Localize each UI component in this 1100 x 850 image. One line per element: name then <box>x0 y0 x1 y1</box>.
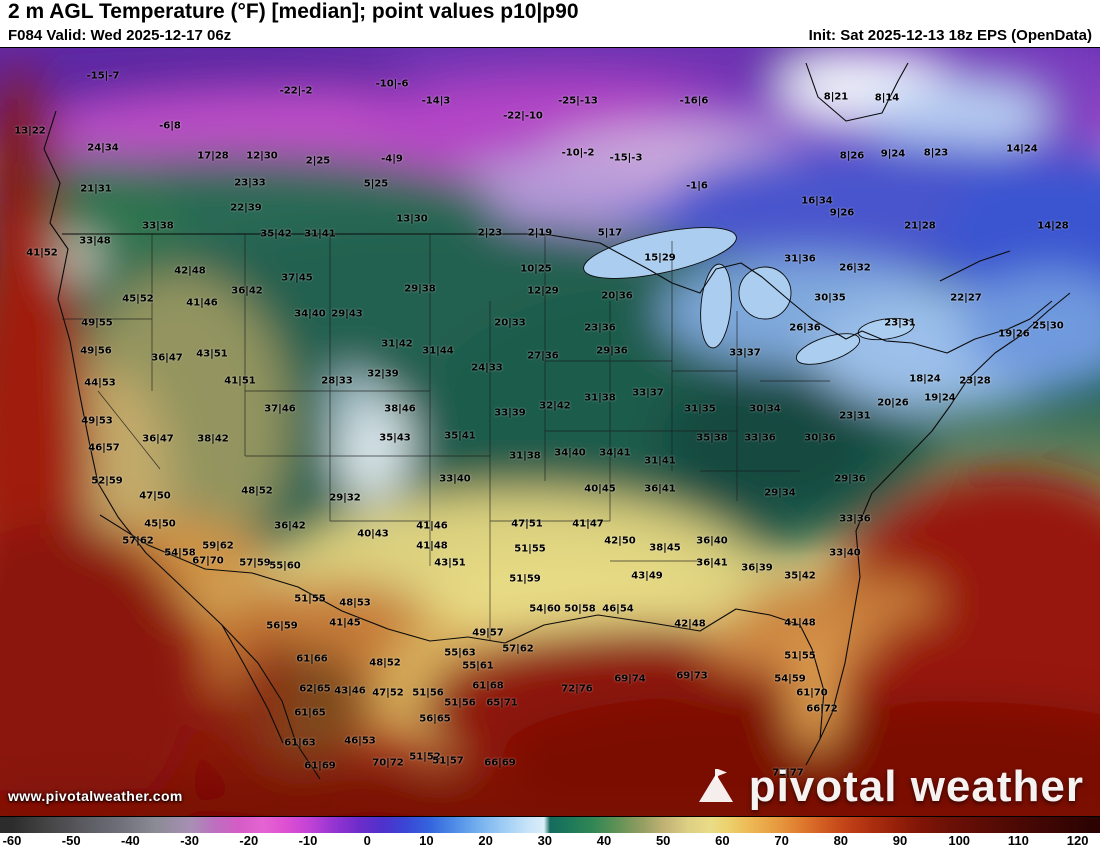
colorbar-tick-label: -10 <box>298 833 318 848</box>
colorbar-tick-label: 10 <box>419 833 434 848</box>
colorbar-tick-label: 20 <box>478 833 493 848</box>
colorbar-tick-label: -50 <box>61 833 81 848</box>
colorbar-tick-label: 110 <box>1007 833 1029 848</box>
temperature-field-image <box>0 48 1100 816</box>
watermark-url: www.pivotalweather.com <box>8 788 183 804</box>
watermark-brand-text: pivotal weather <box>748 762 1084 811</box>
temperature-blobs <box>0 48 1100 816</box>
colorbar-tick-label: 80 <box>833 833 849 848</box>
init-time-label: Init: Sat 2025-12-13 18z EPS (OpenData) <box>808 27 1092 44</box>
pivotal-weather-logo-icon <box>698 769 733 802</box>
colorbar-tick-label: 70 <box>774 833 789 848</box>
colorbar-tick-label: 100 <box>948 833 971 848</box>
colorbar-tick-label: 60 <box>715 833 730 848</box>
colorbar-tick-label: -40 <box>120 833 140 848</box>
valid-time-label: F084 Valid: Wed 2025-12-17 06z <box>8 27 232 44</box>
colorbar-tick-label: 120 <box>1066 833 1089 848</box>
great-lakes <box>583 227 915 365</box>
colorbar-tick-label: -20 <box>239 833 259 848</box>
header: 2 m AGL Temperature (°F) [median]; point… <box>0 0 1100 47</box>
coastlines-borders <box>43 62 1071 780</box>
colorbar-tick-label: 50 <box>655 833 671 848</box>
page-title: 2 m AGL Temperature (°F) [median]; point… <box>8 0 579 23</box>
colorbar-tick-label: 0 <box>363 833 371 848</box>
colorbar-ticks: -60 -50 -40 -30 -20 -10 0 10 20 30 40 50 60 70 80 90 100… <box>0 833 1100 850</box>
colorbar-tick-label: 90 <box>892 833 908 848</box>
map-area: -15|-7 -22|-2 -10|-6 -14|3 -22|-10 -25|-13 -16… <box>0 47 1100 817</box>
colorbar-tick-label: 30 <box>537 833 553 848</box>
watermark-brand: pivotal weather <box>695 762 1084 812</box>
colorbar-tick-label: -60 <box>2 833 22 848</box>
colorbar-gradient <box>0 817 1100 833</box>
colorbar-tick-label: -30 <box>180 833 199 848</box>
colorbar-tick-label: 40 <box>596 833 612 848</box>
state-boundaries <box>62 234 830 641</box>
